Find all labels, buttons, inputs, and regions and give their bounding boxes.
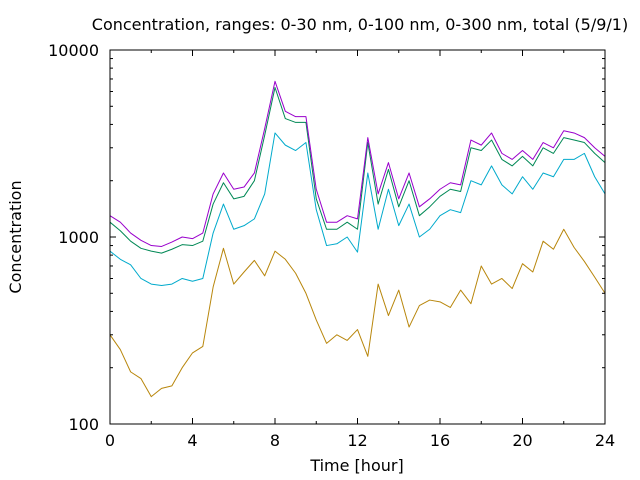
x-tick-label: 16	[430, 431, 450, 450]
x-tick-label: 4	[187, 431, 197, 450]
y-tick-label: 10000	[48, 41, 99, 60]
x-axis-label: Time [hour]	[309, 456, 403, 475]
series-layer	[109, 80, 606, 398]
x-tick-label: 20	[512, 431, 532, 450]
x-tick-label: 0	[105, 431, 115, 450]
series-line-3	[109, 87, 606, 254]
ticks-layer: 0 4 8 12 16 20 24 100 1000 10000	[48, 41, 615, 450]
chart-title: Concentration, ranges: 0-30 nm, 0-100 nm…	[92, 15, 628, 34]
series-line-4	[109, 80, 606, 247]
y-tick-label: 100	[68, 415, 99, 434]
y-tick-label: 1000	[58, 228, 99, 247]
x-tick-label: 12	[347, 431, 367, 450]
series-line-2	[109, 132, 606, 287]
x-tick-label: 24	[595, 431, 615, 450]
series-line-1	[109, 228, 606, 398]
y-axis-label: Concentration	[6, 180, 25, 293]
x-tick-label: 8	[270, 431, 280, 450]
